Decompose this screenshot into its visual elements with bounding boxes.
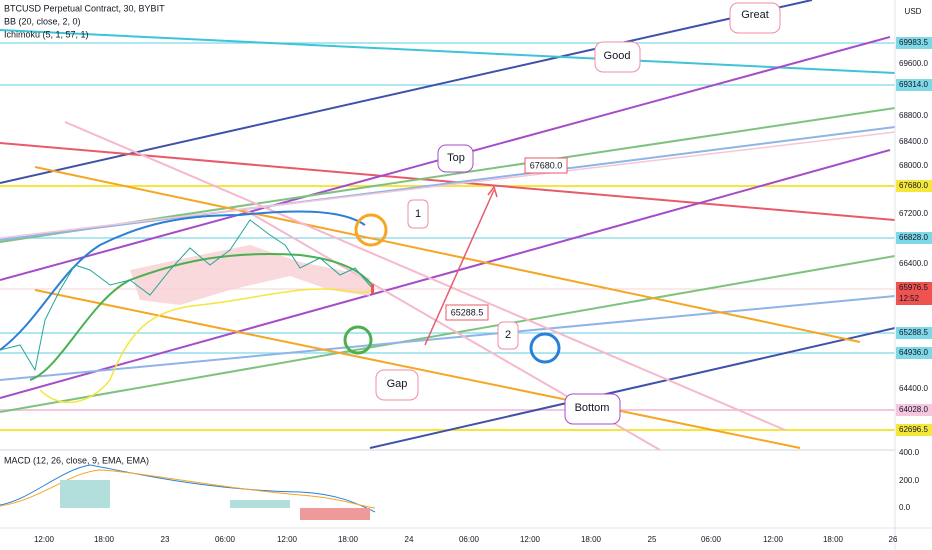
legend-text: BTCUSD Perpetual Contract, 30, BYBIT: [4, 3, 165, 13]
macd-pane: MACD (12, 26, close, 9, EMA, EMA): [0, 449, 932, 520]
price-label: 64936.0: [899, 348, 928, 357]
time-label: 12:00: [34, 535, 55, 544]
price-box: [896, 327, 932, 339]
time-label: 06:00: [701, 535, 722, 544]
price-label: 69600.0: [899, 59, 928, 68]
price-box: [896, 424, 932, 436]
time-label: 24: [405, 535, 414, 544]
note: Top: [447, 152, 465, 164]
annotations: Great Good Top 67680.0 1 65288.5 2 Gap B…: [343, 2, 781, 425]
price-label: 67680.0: [899, 181, 928, 190]
legend: BTCUSD Perpetual Contract, 30, BYBIT BB …: [4, 3, 165, 39]
price-box: [896, 347, 932, 359]
macd-label: 200.0: [899, 476, 920, 485]
price-label: 12:52: [899, 294, 920, 303]
price-label: 64028.0: [899, 405, 928, 414]
legend-text: Ichimoku (5, 1, 57, 1): [4, 29, 89, 39]
trend-lines: [0, 0, 896, 451]
legend-text: MACD (12, 26, close, 9, EMA, EMA): [4, 455, 149, 465]
legend-text: BB (20, close, 2, 0): [4, 16, 81, 26]
note: 2: [505, 329, 511, 341]
note: Good: [604, 50, 631, 62]
time-axis: 12:00 18:00 23 06:00 12:00 18:00 24 06:00 12:00 1…: [0, 527, 932, 544]
note: 65288.5: [451, 307, 484, 317]
time-label: 12:00: [520, 535, 541, 544]
price-label: 69314.0: [899, 80, 928, 89]
macd-label: 0.0: [899, 503, 911, 512]
time-label: 26: [889, 535, 898, 544]
price-axis-labels: USD 69983.5 69600.0 69314.0 68800.0 68400.0 68…: [896, 7, 932, 512]
note: 67680.0: [530, 160, 563, 170]
price-label: 66400.0: [899, 259, 928, 268]
price-box: [896, 37, 932, 49]
price-label: 64400.0: [899, 384, 928, 393]
time-label: 18:00: [581, 535, 602, 544]
note: Gap: [387, 378, 408, 390]
note: Great: [741, 9, 769, 21]
price-label: 66828.0: [899, 233, 928, 242]
price-label: 68000.0: [899, 161, 928, 170]
price-label: 67200.0: [899, 209, 928, 218]
macd-label: 400.0: [899, 448, 920, 457]
time-label: 06:00: [459, 535, 480, 544]
time-label: 18:00: [823, 535, 844, 544]
price-box: [896, 232, 932, 244]
price-label: 65976.5: [899, 283, 928, 292]
price-label: 68800.0: [899, 111, 928, 120]
time-label: 25: [648, 535, 657, 544]
time-label: 23: [161, 535, 170, 544]
price-box: [896, 79, 932, 91]
time-label: 12:00: [277, 535, 298, 544]
price-label: 62696.5: [899, 425, 928, 434]
price-label: 65288.5: [899, 328, 928, 337]
time-label: 18:00: [338, 535, 359, 544]
price-area: [0, 210, 374, 404]
price-label: 69983.5: [899, 38, 928, 47]
price-axis: [894, 0, 932, 550]
horizontal-lines: [0, 42, 895, 431]
time-label: 18:00: [94, 535, 115, 544]
price-label: 68400.0: [899, 137, 928, 146]
last-candle: [371, 284, 374, 294]
price-box: [896, 404, 932, 416]
price-box: [896, 282, 932, 294]
price-box: [896, 293, 932, 305]
currency: USD: [905, 7, 922, 16]
note: 1: [415, 208, 421, 220]
price-box: [896, 180, 932, 192]
note: Bottom: [575, 402, 610, 414]
time-label: 12:00: [763, 535, 784, 544]
time-label: 06:00: [215, 535, 236, 544]
